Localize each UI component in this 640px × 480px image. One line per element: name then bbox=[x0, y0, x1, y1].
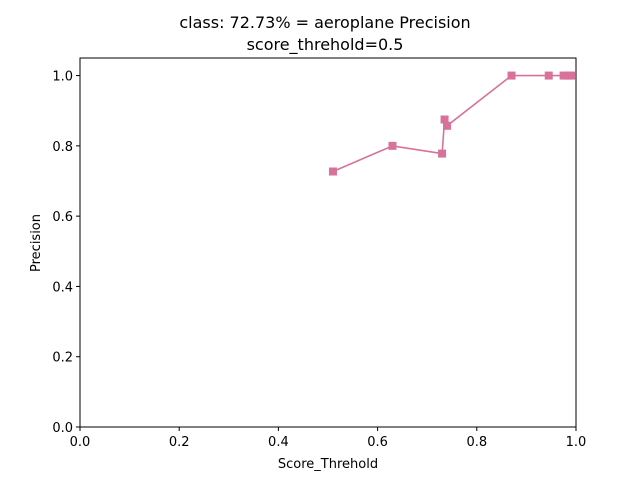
x-tick-label: 0.0 bbox=[70, 435, 91, 450]
x-tick-label: 0.6 bbox=[367, 435, 388, 450]
data-point-marker bbox=[567, 71, 576, 80]
plot-frame bbox=[79, 57, 577, 428]
y-tick-label: 0.8 bbox=[52, 140, 73, 155]
y-tick-label: 1.0 bbox=[52, 70, 73, 85]
data-point-marker bbox=[440, 115, 449, 124]
series-line bbox=[332, 74, 571, 173]
x-tick-label: 0.2 bbox=[169, 435, 190, 450]
data-point-marker bbox=[559, 71, 568, 80]
y-tick-label: 0.4 bbox=[52, 280, 73, 295]
chart-subtitle: score_threhold=0.5 bbox=[247, 35, 404, 55]
data-point-marker bbox=[544, 71, 553, 80]
axis-ticks: 0.0 0.2 0.4 0.6 0.8 1.0 0.0 0.2 0.4 0.6 0.8 1.0 bbox=[52, 70, 586, 450]
data-point-marker bbox=[443, 121, 452, 130]
y-axis-label: Precision bbox=[29, 214, 44, 272]
x-tick-label: 0.8 bbox=[466, 435, 487, 450]
data-point-marker bbox=[438, 149, 447, 158]
y-tick-label: 0.6 bbox=[52, 210, 73, 225]
chart-title: class: 72.73% = aeroplane Precision bbox=[179, 13, 470, 32]
data-point-marker bbox=[388, 141, 397, 150]
data-point-marker bbox=[328, 167, 337, 176]
y-tick-label: 0.2 bbox=[52, 351, 73, 366]
x-axis-label: Score_Threhold bbox=[278, 457, 378, 472]
x-tick-label: 0.4 bbox=[268, 435, 289, 450]
data-point-marker bbox=[507, 71, 516, 80]
plot-series bbox=[328, 71, 576, 176]
y-tick-label: 0.0 bbox=[52, 421, 73, 436]
x-tick-label: 1.0 bbox=[566, 435, 587, 450]
